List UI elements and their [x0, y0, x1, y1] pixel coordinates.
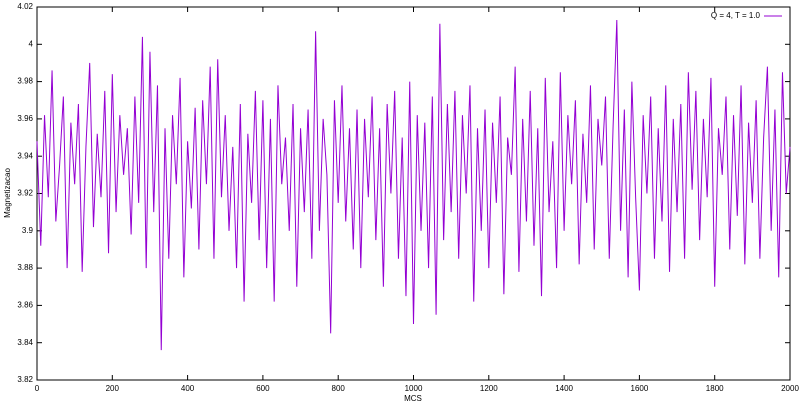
x-tick-label: 600: [256, 384, 270, 393]
y-axis-label: Magnetizacao: [3, 168, 12, 218]
y-tick-label: 3.94: [17, 151, 33, 160]
y-tick-label: 3.98: [17, 77, 33, 86]
x-tick-label: 2000: [781, 384, 799, 393]
x-tick-label: 1800: [706, 384, 724, 393]
x-axis-label: MCS: [404, 394, 422, 403]
y-tick-label: 3.96: [17, 114, 33, 123]
y-tick-label: 4: [29, 39, 34, 48]
x-tick-label: 1600: [631, 384, 649, 393]
y-tick-label: 3.82: [17, 375, 33, 384]
x-tick-label: 1000: [405, 384, 423, 393]
x-tick-label: 0: [35, 384, 40, 393]
y-tick-label: 3.92: [17, 189, 33, 198]
data-line: [36, 20, 791, 351]
y-tick-label: 4.02: [17, 2, 33, 11]
y-tick-label: 3.86: [17, 301, 33, 310]
legend-label: Q = 4, T = 1.0: [711, 11, 761, 20]
y-tick-label: 3.84: [17, 338, 33, 347]
x-tick-label: 1200: [480, 384, 498, 393]
x-tick-label: 800: [332, 384, 346, 393]
x-tick-label: 400: [181, 384, 195, 393]
y-tick-label: 3.9: [22, 226, 34, 235]
y-tick-label: 3.88: [17, 263, 33, 272]
x-tick-label: 1400: [555, 384, 573, 393]
x-tick-label: 200: [106, 384, 120, 393]
